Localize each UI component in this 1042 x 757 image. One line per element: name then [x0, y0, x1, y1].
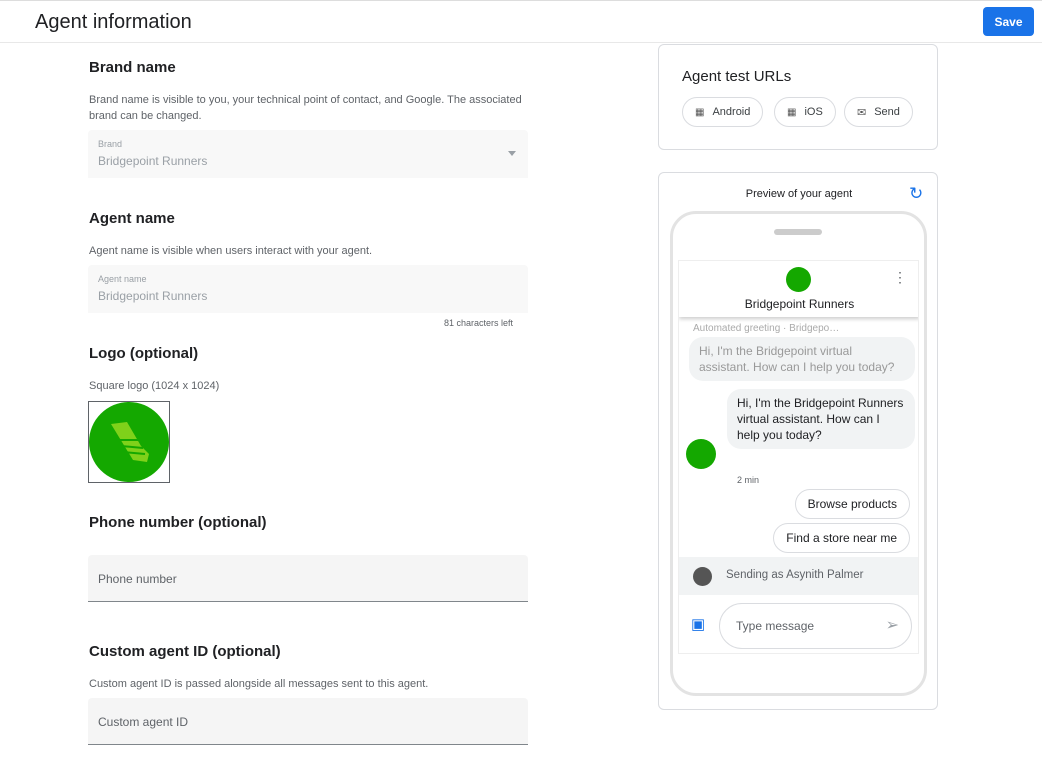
custom-id-heading: Custom agent ID (optional) [89, 643, 281, 660]
brand-help: Brand name is visible to you, your techn… [89, 94, 522, 122]
ios-button[interactable]: ▦ iOS [774, 97, 836, 127]
dropdown-arrow-icon [508, 151, 516, 156]
logo-upload[interactable] [88, 401, 170, 483]
agent-name-value: Bridgepoint Runners [98, 289, 208, 303]
suggestion-find-store[interactable]: Find a store near me [773, 523, 910, 553]
custom-id-input[interactable]: Custom agent ID [88, 698, 528, 745]
android-label: Android [712, 106, 751, 118]
agent-name-field[interactable]: Agent name Bridgepoint Runners [88, 265, 528, 313]
brand-heading: Brand name [89, 59, 176, 76]
phone-placeholder: Phone number [98, 572, 177, 586]
chat-agent-name: Bridgepoint Runners [744, 297, 855, 311]
sending-as-text: Sending as Asynith Palmer [726, 569, 864, 581]
test-urls-card: Agent test URLs ▦ Android ▦ iOS ✉ Send [658, 44, 938, 150]
shoe-logo-icon [89, 402, 169, 482]
agent-avatar-small [686, 439, 716, 469]
qr-code-icon: ▦ [787, 106, 797, 118]
faded-message: Hi, I'm the Bridgepoint virtual assistan… [689, 337, 915, 381]
message-input[interactable]: Type message ➢ [719, 603, 912, 649]
sending-as-bar: Sending as Asynith Palmer [679, 557, 918, 595]
custom-id-placeholder: Custom agent ID [98, 715, 189, 729]
image-icon[interactable]: ▣ [691, 616, 706, 633]
char-counter: 81 characters left [444, 318, 514, 328]
qr-code-icon: ▦ [695, 106, 705, 118]
custom-id-help: Custom agent ID is passed alongside all … [89, 678, 429, 690]
phone-input[interactable]: Phone number [88, 555, 528, 602]
preview-title: Preview of your agent [745, 188, 853, 200]
brand-select[interactable]: Brand Bridgepoint Runners [88, 130, 528, 178]
top-bar: Agent information Save [0, 0, 1042, 43]
phone-heading: Phone number (optional) [89, 514, 267, 531]
phone-speaker [774, 229, 822, 235]
message-placeholder: Type message [736, 619, 815, 633]
user-avatar [693, 567, 712, 586]
message-time: 2 min [737, 475, 760, 485]
agent-name-heading: Agent name [89, 210, 175, 227]
more-options-icon[interactable]: ⋮ [893, 269, 907, 285]
agent-name-help: Agent name is visible when users interac… [89, 245, 373, 257]
refresh-icon[interactable]: ↻ [909, 184, 924, 203]
agent-avatar [786, 267, 811, 292]
android-button[interactable]: ▦ Android [682, 97, 764, 127]
suggestion-browse-products[interactable]: Browse products [794, 489, 910, 519]
chat-header: Bridgepoint Runners ⋮ [679, 261, 918, 317]
send-label: Send [874, 106, 900, 118]
mail-icon: ✉ [857, 106, 867, 119]
logo-help: Square logo (1024 x 1024) [89, 380, 220, 392]
save-button[interactable]: Save [983, 7, 1034, 36]
brand-value: Bridgepoint Runners [98, 154, 208, 168]
chat-screen: Bridgepoint Runners ⋮ Automated greeting… [678, 260, 919, 654]
logo-heading: Logo (optional) [89, 345, 199, 362]
brand-label: Brand [98, 139, 123, 149]
test-urls-heading: Agent test URLs [682, 68, 792, 85]
faded-greeting-label: Automated greeting · Bridgepo… [693, 323, 840, 334]
send-icon[interactable]: ➢ [885, 617, 899, 634]
ios-label: iOS [804, 106, 823, 118]
phone-frame: Bridgepoint Runners ⋮ Automated greeting… [670, 211, 927, 696]
send-button[interactable]: ✉ Send [844, 97, 913, 127]
agent-message: Hi, I'm the Bridgepoint Runners virtual … [727, 389, 915, 449]
agent-name-label: Agent name [98, 274, 147, 284]
page-title: Agent information [35, 11, 192, 33]
